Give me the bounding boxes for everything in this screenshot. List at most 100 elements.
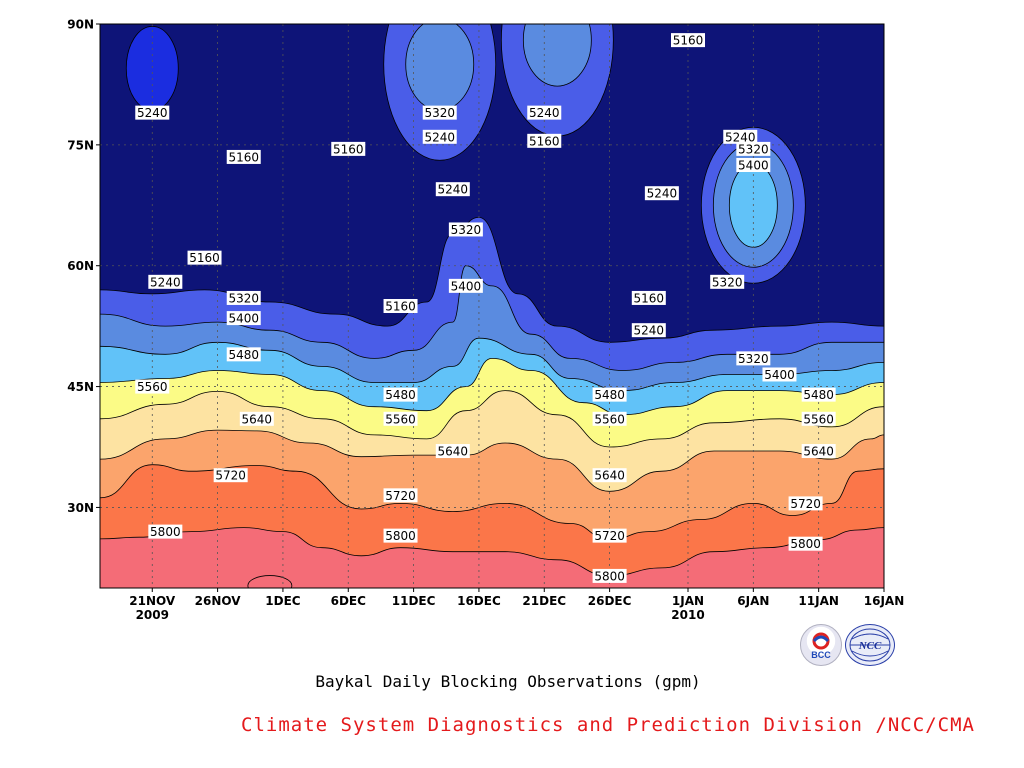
contour-label-5240-0: 5240 xyxy=(135,105,170,120)
contour-label-box xyxy=(435,182,470,197)
contour-label-box xyxy=(736,141,771,156)
contour-label-5320-15: 5320 xyxy=(448,222,483,237)
contour-label-text: 5480 xyxy=(594,388,625,402)
hovmoller-chart: 5240516051605240532054005480556056405720… xyxy=(67,18,905,623)
contour-label-text: 5720 xyxy=(215,469,246,483)
contour-label-text: 5320 xyxy=(738,352,769,366)
contour-label-5160-24: 5160 xyxy=(527,133,562,148)
contour-label-5160-1: 5160 xyxy=(226,149,261,164)
contour-label-box xyxy=(736,158,771,172)
contour-label-box xyxy=(422,105,457,120)
contour-label-text: 5240 xyxy=(634,324,665,338)
x-tick-label: 11DEC xyxy=(392,594,436,608)
contour-label-text: 5240 xyxy=(647,187,678,201)
contour-label-5640-42: 5640 xyxy=(801,444,836,459)
contour-label-text: 5480 xyxy=(803,388,834,402)
region-5320-1 xyxy=(405,24,475,111)
contour-label-5160-17: 5160 xyxy=(383,299,418,314)
contour-label-text: 5160 xyxy=(385,300,416,314)
contour-label-5800-44: 5800 xyxy=(788,536,823,551)
contour-label-5160-27: 5160 xyxy=(631,290,666,305)
contour-label-5640-20: 5640 xyxy=(435,444,470,459)
contour-label-5400-16: 5400 xyxy=(448,278,483,293)
contour-label-box xyxy=(226,149,261,164)
contour-label-text: 5240 xyxy=(137,106,168,120)
contour-label-text: 5240 xyxy=(438,183,469,197)
contour-label-text: 5800 xyxy=(594,569,625,583)
band-5800 xyxy=(100,527,884,588)
contour-label-text: 5160 xyxy=(673,34,704,48)
ncc-logo-text: NCC xyxy=(858,640,882,652)
contour-label-text: 5640 xyxy=(594,469,625,483)
contour-label-5400-5: 5400 xyxy=(226,311,261,326)
contour-label-5800-22: 5800 xyxy=(383,528,418,543)
contour-label-text: 5240 xyxy=(529,106,560,120)
contour-label-box xyxy=(148,524,183,539)
contour-label-5320-37: 5320 xyxy=(710,274,745,289)
contour-label-box xyxy=(135,379,170,394)
contour-line-5400 xyxy=(100,337,884,392)
x-tick-label: 26NOV xyxy=(195,594,242,608)
contour-label-5240-23: 5240 xyxy=(527,105,562,120)
contour-line-5320 xyxy=(100,265,884,371)
region-5880-4 xyxy=(247,575,293,588)
contour-label-5400-39: 5400 xyxy=(762,367,797,382)
contour-label-text: 5400 xyxy=(738,159,769,173)
contour-label-5320-12: 5320 xyxy=(422,105,457,120)
contour-label-text: 5560 xyxy=(594,412,625,426)
contour-label-box xyxy=(383,488,418,503)
contour-label-box xyxy=(422,129,457,144)
contour-label-5800-10: 5800 xyxy=(148,524,183,539)
contour-label-box xyxy=(383,387,418,402)
contour-label-box xyxy=(226,290,261,305)
contour-label-5320-35: 5320 xyxy=(736,141,771,156)
x-tick-label: 16JAN xyxy=(864,594,905,608)
contour-label-text: 5640 xyxy=(803,445,834,459)
contour-label-text: 5320 xyxy=(424,106,455,120)
bcc-logo: BCC xyxy=(800,624,842,666)
contour-label-text: 5560 xyxy=(385,412,416,426)
contour-label-box xyxy=(801,444,836,459)
contour-label-text: 5160 xyxy=(634,291,665,305)
contour-label-5320-38: 5320 xyxy=(736,351,771,366)
contour-label-text: 5640 xyxy=(438,445,469,459)
contour-label-box xyxy=(631,323,666,338)
contour-label-5480-6: 5480 xyxy=(226,347,261,362)
contour-label-5800-33: 5800 xyxy=(592,568,627,583)
contour-label-box xyxy=(226,311,261,326)
contour-label-text: 5240 xyxy=(424,130,455,144)
contour-label-box xyxy=(801,411,836,426)
contour-label-box xyxy=(592,411,627,426)
contour-label-box xyxy=(801,387,836,402)
contour-label-box xyxy=(435,444,470,459)
contour-label-5560-30: 5560 xyxy=(592,411,627,426)
contour-label-box xyxy=(187,250,222,265)
contour-label-text: 5640 xyxy=(242,412,273,426)
y-tick-label: 90N xyxy=(67,18,94,32)
x-tick-label: 11JAN xyxy=(798,594,839,608)
ncc-logo-icon: NCC xyxy=(849,628,891,662)
x-tick-label: 1JAN xyxy=(672,594,704,608)
contour-label-text: 5800 xyxy=(150,525,181,539)
contour-label-box xyxy=(788,496,823,511)
x-tick-label: 6JAN xyxy=(737,594,769,608)
contour-label-5240-25: 5240 xyxy=(644,186,679,201)
contour-label-5400-36: 5400 xyxy=(736,158,771,173)
contour-label-box xyxy=(213,468,248,483)
contour-label-5720-9: 5720 xyxy=(213,468,248,483)
contour-label-5560-7: 5560 xyxy=(135,379,170,394)
contour-label-box xyxy=(762,367,797,382)
y-tick-label: 30N xyxy=(67,501,94,515)
contour-line-5800 xyxy=(100,527,884,577)
contour-label-text: 5480 xyxy=(228,348,259,362)
x-tick-label: 21DEC xyxy=(522,594,566,608)
y-axis-ticks: 30N 45N 60N 75N 90N xyxy=(67,18,100,515)
y-tick-label: 75N xyxy=(67,138,94,152)
contour-label-box xyxy=(226,347,261,362)
contour-label-text: 5320 xyxy=(451,223,482,237)
contour-label-box xyxy=(671,33,705,48)
contour-label-box xyxy=(631,290,666,305)
contour-label-box xyxy=(592,387,627,402)
contour-label-5640-31: 5640 xyxy=(592,468,627,483)
region-5320-2 xyxy=(522,24,592,87)
